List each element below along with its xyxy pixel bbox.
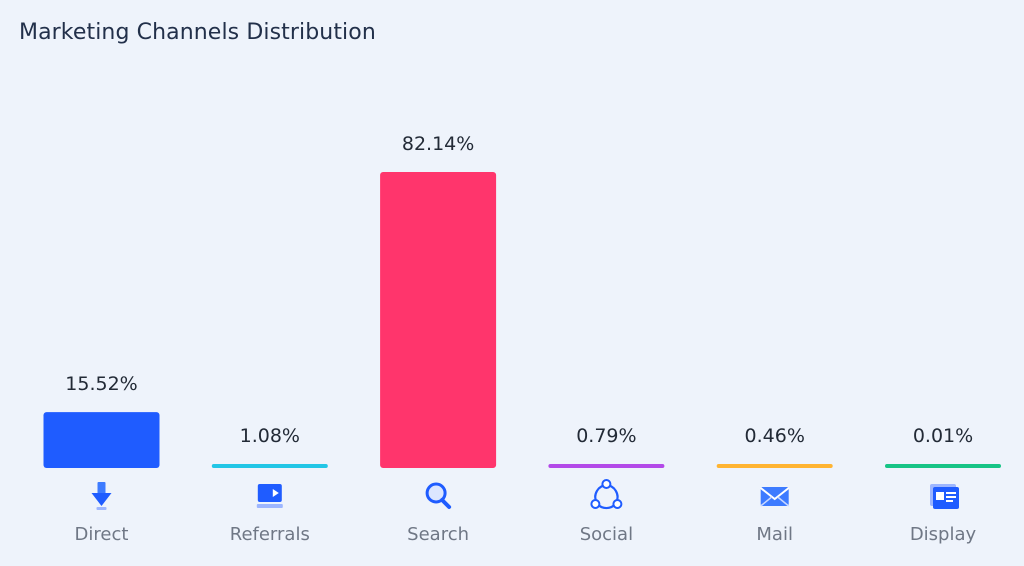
- category-label-search: Search: [407, 524, 469, 545]
- magnifier-icon: [425, 482, 452, 509]
- category-label-display: Display: [910, 524, 977, 545]
- value-label-referrals: 1.08%: [240, 425, 300, 447]
- display-window-icon: [930, 484, 959, 509]
- bar-group-mail: 0.46% Mail: [716, 425, 833, 545]
- value-label-search: 82.14%: [402, 133, 474, 155]
- bar-mail[interactable]: [716, 464, 833, 468]
- bar-group-search: 82.14% Search: [380, 133, 497, 545]
- bar-group-referrals: 1.08% Referrals: [211, 425, 328, 545]
- bar-group-social: 0.79% Social: [548, 425, 665, 545]
- share-nodes-icon: [590, 479, 623, 510]
- category-label-social: Social: [580, 524, 633, 545]
- category-label-mail: Mail: [756, 524, 793, 545]
- bar-search[interactable]: [380, 172, 497, 468]
- value-label-mail: 0.46%: [745, 425, 805, 447]
- chart-title: Marketing Channels Distribution: [19, 20, 376, 45]
- value-label-display: 0.01%: [913, 425, 973, 447]
- bar-social[interactable]: [548, 464, 665, 468]
- value-label-direct: 15.52%: [65, 373, 137, 395]
- envelope-icon: [760, 487, 790, 507]
- category-label-referrals: Referrals: [230, 524, 310, 545]
- arrow-down-icon: [91, 482, 112, 510]
- category-label-direct: Direct: [75, 524, 129, 545]
- value-label-social: 0.79%: [576, 425, 636, 447]
- bar-group-display: 0.01% Display: [885, 425, 1001, 545]
- bar-group-direct: 15.52% Direct: [43, 373, 160, 545]
- bar-display[interactable]: [885, 464, 1001, 468]
- bar-direct[interactable]: [43, 412, 160, 468]
- bar-referrals[interactable]: [211, 464, 328, 468]
- referral-arrow-icon: [256, 484, 283, 508]
